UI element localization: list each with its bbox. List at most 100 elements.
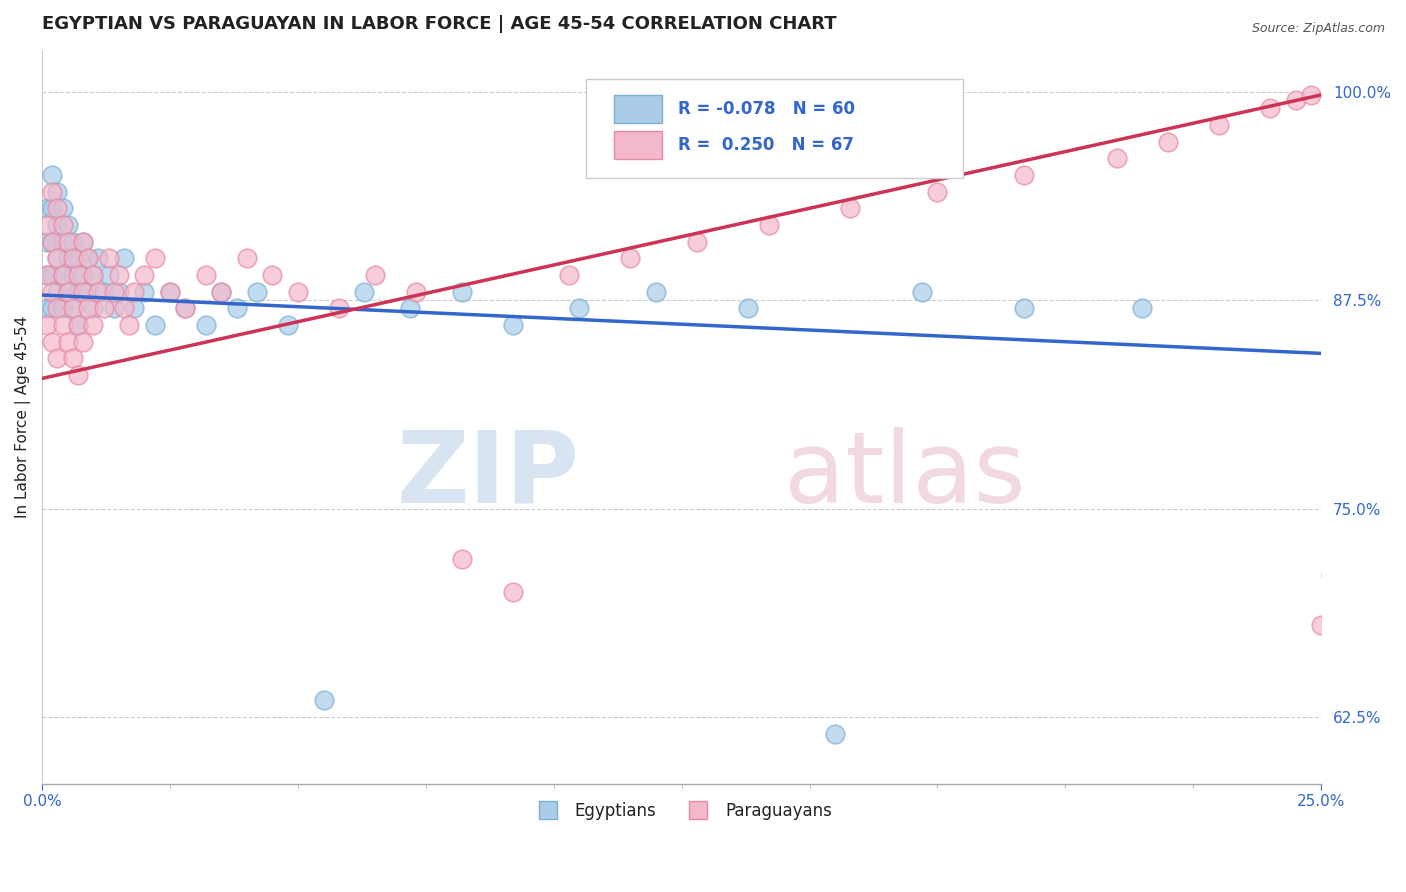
Point bbox=[353, 285, 375, 299]
Point bbox=[134, 268, 156, 282]
Point bbox=[72, 235, 94, 249]
Point bbox=[502, 318, 524, 332]
Point bbox=[46, 252, 69, 266]
Point bbox=[558, 268, 581, 282]
Point bbox=[72, 334, 94, 349]
Point bbox=[108, 285, 131, 299]
Point bbox=[450, 285, 472, 299]
Point bbox=[1014, 301, 1036, 316]
Point bbox=[72, 268, 94, 282]
Legend: Egyptians, Paraguayans: Egyptians, Paraguayans bbox=[524, 796, 838, 827]
Point bbox=[52, 301, 75, 316]
Point bbox=[645, 285, 668, 299]
Point bbox=[1130, 301, 1153, 316]
Point bbox=[1299, 87, 1322, 102]
Point bbox=[41, 334, 63, 349]
Point bbox=[56, 334, 79, 349]
Point bbox=[839, 202, 862, 216]
Point bbox=[87, 285, 110, 299]
Point bbox=[82, 318, 104, 332]
Point bbox=[37, 318, 59, 332]
Point bbox=[363, 268, 385, 282]
Bar bbox=[614, 131, 662, 159]
Point bbox=[41, 301, 63, 316]
Point bbox=[37, 268, 59, 282]
Point bbox=[686, 235, 709, 249]
Point bbox=[502, 585, 524, 599]
Text: EGYPTIAN VS PARAGUAYAN IN LABOR FORCE | AGE 45-54 CORRELATION CHART: EGYPTIAN VS PARAGUAYAN IN LABOR FORCE | … bbox=[42, 15, 837, 33]
Text: Source: ZipAtlas.com: Source: ZipAtlas.com bbox=[1251, 22, 1385, 36]
Point bbox=[1310, 618, 1333, 632]
Point bbox=[37, 301, 59, 316]
Point bbox=[66, 252, 89, 266]
Point bbox=[1105, 151, 1128, 165]
Point bbox=[93, 285, 115, 299]
Point bbox=[62, 301, 84, 316]
Point bbox=[46, 185, 69, 199]
Point bbox=[1284, 93, 1306, 107]
Point bbox=[62, 301, 84, 316]
Point bbox=[312, 693, 335, 707]
Point bbox=[52, 268, 75, 282]
Point bbox=[209, 285, 232, 299]
Point bbox=[399, 301, 422, 316]
Point bbox=[56, 252, 79, 266]
Point bbox=[41, 168, 63, 182]
Point bbox=[82, 268, 104, 282]
Point bbox=[62, 351, 84, 366]
Point bbox=[46, 218, 69, 232]
Point bbox=[72, 235, 94, 249]
Point bbox=[97, 252, 120, 266]
Point bbox=[927, 185, 949, 199]
Point bbox=[824, 727, 846, 741]
Bar bbox=[614, 95, 662, 123]
Point bbox=[1258, 101, 1281, 115]
Point bbox=[108, 268, 131, 282]
Point bbox=[66, 268, 89, 282]
Point bbox=[134, 285, 156, 299]
Point bbox=[77, 285, 100, 299]
Point bbox=[236, 252, 259, 266]
Point bbox=[246, 285, 269, 299]
Point bbox=[37, 218, 59, 232]
Point bbox=[82, 301, 104, 316]
Point bbox=[159, 285, 181, 299]
Point bbox=[159, 285, 181, 299]
Point bbox=[122, 301, 145, 316]
Point bbox=[66, 318, 89, 332]
Point bbox=[41, 285, 63, 299]
Text: R = -0.078   N = 60: R = -0.078 N = 60 bbox=[678, 100, 855, 119]
FancyBboxPatch shape bbox=[586, 79, 963, 178]
Point bbox=[112, 252, 135, 266]
Point bbox=[56, 285, 79, 299]
Point bbox=[619, 252, 641, 266]
Point bbox=[41, 268, 63, 282]
Point bbox=[328, 301, 350, 316]
Point bbox=[66, 368, 89, 382]
Point bbox=[41, 202, 63, 216]
Point bbox=[143, 318, 166, 332]
Point bbox=[41, 185, 63, 199]
Point bbox=[62, 268, 84, 282]
Point bbox=[287, 285, 309, 299]
Point bbox=[758, 218, 780, 232]
Point bbox=[46, 202, 69, 216]
Point bbox=[52, 235, 75, 249]
Point bbox=[77, 252, 100, 266]
Point bbox=[277, 318, 299, 332]
Point bbox=[262, 268, 284, 282]
Point bbox=[37, 268, 59, 282]
Point bbox=[77, 301, 100, 316]
Point bbox=[52, 318, 75, 332]
Point bbox=[194, 268, 217, 282]
Point bbox=[37, 235, 59, 249]
Point bbox=[46, 351, 69, 366]
Point bbox=[72, 285, 94, 299]
Point bbox=[82, 268, 104, 282]
Point bbox=[62, 235, 84, 249]
Point bbox=[37, 202, 59, 216]
Point bbox=[46, 252, 69, 266]
Point bbox=[122, 285, 145, 299]
Point bbox=[209, 285, 232, 299]
Point bbox=[62, 252, 84, 266]
